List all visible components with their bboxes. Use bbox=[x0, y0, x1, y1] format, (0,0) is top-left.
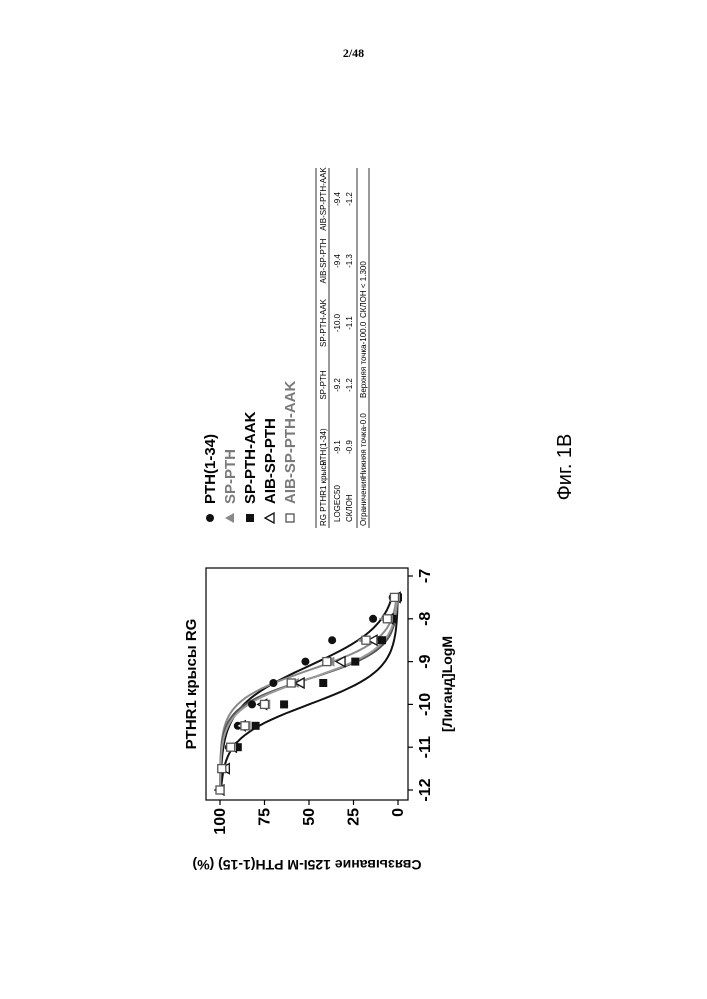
data-point bbox=[323, 658, 331, 666]
data-point bbox=[383, 615, 391, 623]
data-point bbox=[269, 679, 277, 687]
data-points bbox=[215, 592, 402, 795]
fit-curve bbox=[220, 597, 397, 785]
x-tick-label: -12 bbox=[417, 778, 434, 801]
legend: PTH(1-34)SP-PTHSP-PTH-AAKAIB-SP-PTHAIB-S… bbox=[202, 381, 299, 523]
chart-title: PTHR1 крысы RG bbox=[183, 619, 200, 750]
x-tick-label: -9 bbox=[417, 654, 434, 668]
fit-curves bbox=[220, 597, 398, 785]
table-row-label: СКЛОН bbox=[345, 494, 354, 522]
data-point bbox=[252, 722, 260, 730]
data-point bbox=[241, 722, 249, 730]
table-header: AIB-SP-PTH bbox=[319, 238, 328, 283]
x-tick-label: -7 bbox=[417, 569, 434, 583]
constraint-item: Нижняя точка-0.0 bbox=[359, 413, 368, 478]
y-tick-label: 25 bbox=[346, 808, 363, 826]
constraint-item: Верхняя точка-100.0 bbox=[359, 321, 368, 398]
data-point bbox=[286, 514, 294, 522]
table-cell: -0.9 bbox=[345, 440, 354, 454]
legend-label: SP-PTH bbox=[222, 449, 239, 504]
table-cell: -1.1 bbox=[345, 316, 354, 330]
table-header: SP-PTH-AAK bbox=[319, 298, 328, 347]
y-tick-label: 75 bbox=[257, 808, 274, 826]
fit-curve bbox=[221, 597, 392, 785]
data-point bbox=[206, 514, 214, 522]
page-number: 2/48 bbox=[0, 46, 707, 61]
table-header: SP-PTH bbox=[319, 370, 328, 400]
y-tick-label: 100 bbox=[212, 808, 229, 835]
y-axis-label: Связывание 125I-M PTH(1-15) (%) bbox=[192, 857, 421, 873]
data-point bbox=[218, 765, 226, 773]
legend-label: AIB-SP-PTH bbox=[262, 418, 279, 504]
data-point bbox=[216, 786, 224, 794]
figure-caption: Фиг. 1В bbox=[554, 117, 577, 817]
fit-curve bbox=[221, 597, 397, 785]
data-point bbox=[301, 658, 309, 666]
data-point bbox=[265, 513, 274, 523]
table-cell: -1.3 bbox=[345, 254, 354, 268]
results-table: RG PTHR1 крысыPTH(1-34) SP-PTH SP-PTH-AAK A… bbox=[316, 167, 369, 528]
table-row-label: LOGEC50 bbox=[333, 485, 342, 522]
table-cell: -9.4 bbox=[333, 192, 342, 206]
data-point bbox=[351, 658, 359, 666]
table-title: RG PTHR1 крысы bbox=[319, 460, 328, 526]
x-tick-label: -8 bbox=[417, 612, 434, 626]
legend-label: AIB-SP-PTH-AAK bbox=[282, 381, 299, 504]
plot-area bbox=[206, 568, 408, 800]
data-point bbox=[248, 700, 256, 708]
data-point bbox=[390, 593, 398, 601]
data-point bbox=[280, 700, 288, 708]
legend-label: SP-PTH-AAK bbox=[242, 411, 259, 504]
fit-curve bbox=[220, 597, 397, 785]
table-header: PTH(1-34) bbox=[319, 428, 328, 466]
data-point bbox=[319, 679, 327, 687]
table-cell: -1.2 bbox=[345, 192, 354, 206]
rotated-figure: PTHR1 крысы RG Связывание 125I-M PTH(1-1… bbox=[146, 117, 596, 817]
fit-curve bbox=[220, 597, 396, 785]
data-point bbox=[261, 700, 269, 708]
legend-label: PTH(1-34) bbox=[202, 434, 219, 504]
constraints-label: Ограничения bbox=[359, 477, 368, 526]
x-tick-label: -10 bbox=[417, 693, 434, 716]
data-point bbox=[227, 743, 235, 751]
table-cell: -9.4 bbox=[333, 254, 342, 268]
data-point bbox=[287, 679, 295, 687]
table-cell: -9.2 bbox=[333, 378, 342, 392]
data-point bbox=[246, 514, 254, 522]
table-cell: -10.0 bbox=[333, 313, 342, 332]
table-cell: -9.1 bbox=[333, 440, 342, 454]
y-tick-label: 50 bbox=[301, 808, 318, 826]
table-header: AIB-SP-PTH-AAK bbox=[319, 167, 328, 231]
constraint-item: СКЛОН < 1.300 bbox=[359, 261, 368, 318]
data-point bbox=[328, 636, 336, 644]
data-point bbox=[362, 636, 370, 644]
table-cell: -1.2 bbox=[345, 378, 354, 392]
x-tick-label: -11 bbox=[417, 736, 434, 758]
data-point bbox=[378, 636, 386, 644]
data-point bbox=[225, 513, 234, 523]
y-tick-label: 0 bbox=[390, 808, 407, 817]
x-axis-label: [Лиганд]LogM bbox=[439, 636, 455, 732]
binding-chart: PTHR1 крысы RG Связывание 125I-M PTH(1-1… bbox=[146, 117, 596, 817]
data-point bbox=[369, 615, 377, 623]
